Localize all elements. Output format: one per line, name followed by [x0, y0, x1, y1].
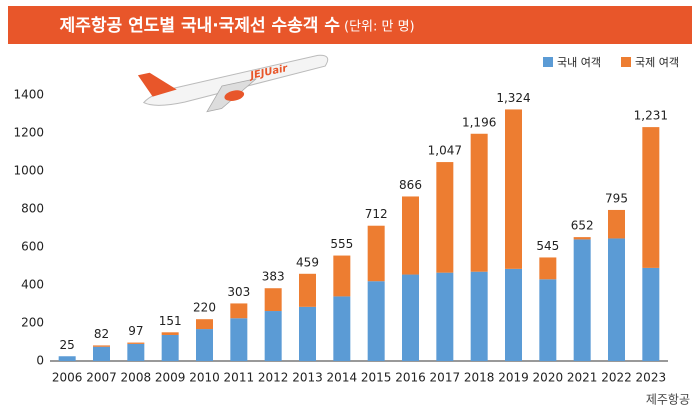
- bar-segment: [470, 271, 488, 361]
- x-tick-label: 2018: [464, 371, 495, 385]
- total-label: 151: [159, 314, 182, 328]
- bar-segment: [333, 296, 351, 361]
- bar-segment: [470, 133, 488, 272]
- bar-segment: [539, 279, 557, 361]
- bar-segment: [58, 356, 76, 361]
- total-label: 545: [536, 239, 559, 253]
- total-label: 1,047: [428, 144, 462, 158]
- x-tick-label: 2009: [155, 371, 186, 385]
- total-label: 795: [605, 191, 628, 205]
- bar-segment: [642, 127, 660, 268]
- chart-subtitle: (단위: 만 명): [344, 20, 415, 35]
- x-tick-label: 2012: [258, 371, 289, 385]
- bar-segment: [264, 311, 282, 361]
- y-tick-label: 600: [21, 240, 44, 254]
- bar-segment: [402, 196, 419, 275]
- y-tick-label: 1400: [13, 88, 44, 102]
- total-label: 459: [296, 255, 319, 269]
- total-label: 712: [365, 207, 388, 221]
- legend-label: 국내 여객: [557, 56, 601, 69]
- bar-segment: [505, 109, 522, 269]
- bar-segment: [299, 306, 316, 361]
- x-tick-label: 2023: [636, 371, 667, 385]
- bar-segment: [367, 225, 385, 282]
- y-tick-label: 400: [21, 278, 44, 292]
- bar-segment: [333, 255, 351, 297]
- total-label: 303: [227, 285, 250, 299]
- bar-segment: [127, 343, 145, 361]
- bar-segment: [608, 209, 625, 239]
- x-tick-label: 2007: [86, 371, 117, 385]
- legend-swatch: [621, 57, 631, 67]
- total-label: 652: [571, 219, 594, 233]
- total-label: 1,231: [634, 109, 668, 123]
- x-tick-label: 2022: [601, 371, 632, 385]
- bar-segment: [539, 257, 557, 280]
- x-tick-label: 2010: [189, 371, 220, 385]
- x-tick-label: 2019: [498, 371, 529, 385]
- legend-label: 국제 여객: [635, 56, 679, 69]
- y-tick-label: 1000: [13, 164, 44, 178]
- bar-segment: [196, 319, 213, 330]
- x-tick-label: 2006: [52, 371, 83, 385]
- legend-swatch: [543, 57, 553, 67]
- bar-segment: [402, 274, 419, 361]
- x-tick-label: 2013: [292, 371, 323, 385]
- chart-title: 제주항공 연도별 국내·국제선 수송객 수: [60, 15, 341, 36]
- x-tick-label: 2015: [361, 371, 392, 385]
- total-label: 1,324: [496, 91, 530, 105]
- total-label: 383: [262, 270, 285, 284]
- bar-segment: [230, 318, 248, 361]
- total-label: 1,196: [462, 115, 496, 129]
- x-tick-label: 2016: [395, 371, 426, 385]
- source: 제주항공: [646, 393, 690, 407]
- total-label: 97: [128, 324, 143, 338]
- total-label: 866: [399, 178, 422, 192]
- bar-segment: [161, 332, 179, 335]
- bar-segment: [230, 303, 248, 319]
- total-label: 220: [193, 301, 216, 315]
- x-tick-label: 2008: [121, 371, 152, 385]
- x-tick-label: 2020: [533, 371, 564, 385]
- x-tick-label: 2017: [430, 371, 461, 385]
- bar-segment: [196, 329, 213, 361]
- title-banner: [8, 6, 692, 44]
- bar-segment: [436, 162, 454, 273]
- x-tick-label: 2014: [327, 371, 358, 385]
- y-tick-label: 0: [36, 354, 44, 368]
- bar-segment: [161, 334, 179, 361]
- bar-segment: [93, 346, 110, 361]
- bar-segment: [299, 273, 316, 307]
- total-label: 82: [94, 327, 109, 341]
- bar-segment: [573, 239, 591, 361]
- bar-segment: [264, 288, 282, 312]
- bar-segment: [608, 238, 625, 361]
- bar-segment: [642, 267, 660, 361]
- bar-segment: [436, 272, 454, 361]
- total-label: 25: [60, 338, 75, 352]
- bar-segment: [93, 345, 110, 347]
- bar-segment: [505, 268, 522, 361]
- airplane: JEJUair: [137, 54, 329, 113]
- total-label: 555: [330, 237, 353, 251]
- y-tick-label: 800: [21, 202, 44, 216]
- y-tick-label: 200: [21, 316, 44, 330]
- bar-segment: [127, 342, 145, 344]
- x-tick-label: 2011: [224, 371, 255, 385]
- bar-segment: [573, 237, 591, 240]
- bar-segment: [367, 281, 385, 361]
- y-tick-label: 1200: [13, 126, 44, 140]
- x-tick-label: 2021: [567, 371, 598, 385]
